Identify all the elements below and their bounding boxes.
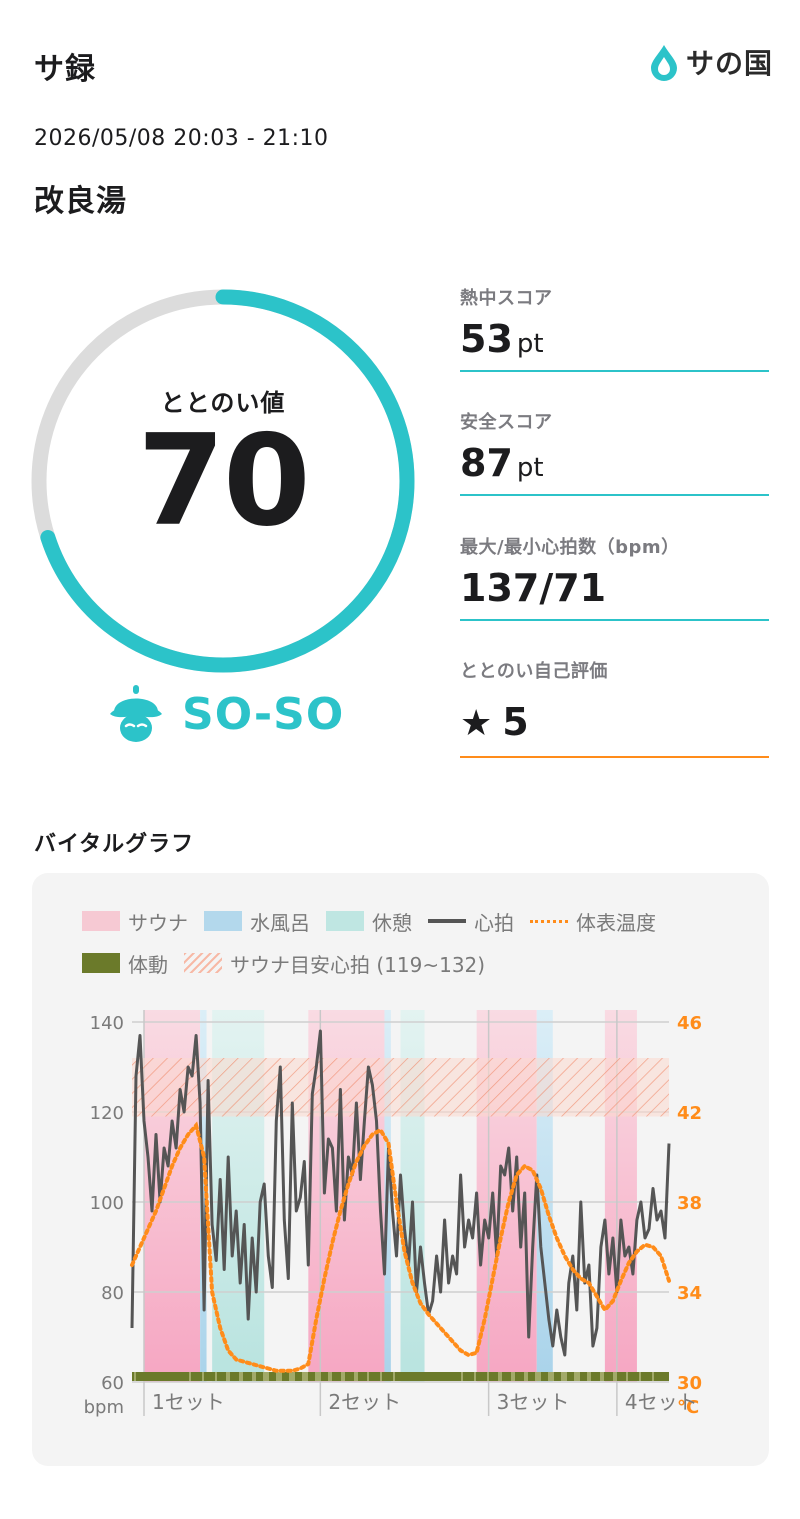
- water-drop-icon: [651, 45, 677, 81]
- set-label: 2セット: [328, 1390, 401, 1414]
- heat-score-metric: 熱中スコア 53 pt: [460, 284, 769, 372]
- motion-bar: [132, 1372, 669, 1381]
- metric-number: 53: [460, 317, 513, 361]
- legend-label: 体動: [128, 952, 168, 977]
- series-lines: [130, 1029, 671, 1373]
- metric-value: ★ 5: [460, 703, 769, 742]
- y-tick-left: 60: [101, 1373, 124, 1394]
- legend-swatch-temp: [530, 919, 568, 923]
- metric-label: 最大/最小心拍数（bpm）: [460, 537, 680, 558]
- visit-datetime: 2026/05/08 20:03 - 21:10: [34, 126, 329, 151]
- brand-name: サの国: [686, 47, 774, 80]
- totonoi-label: ととのい値: [160, 389, 286, 417]
- vital-graph-title: バイタルグラフ: [34, 832, 195, 857]
- legend-sauna: サウナ: [82, 907, 188, 936]
- y-tick-right: 42: [677, 1103, 702, 1124]
- y-tick-right: 46: [677, 1013, 702, 1034]
- status-label: SO-SO: [182, 688, 345, 740]
- metric-label: 熱中スコア: [460, 288, 553, 309]
- axis-labels: 140 120 100 80 60 46 42 38 34 30 bpm °C 1セット 2セット 3セット…: [84, 1013, 702, 1418]
- y-tick-right: 30: [677, 1373, 702, 1394]
- legend-swatch-sauna: [82, 911, 120, 931]
- chart-legend: サウナ 水風呂 休憩 心拍 体表温度 体動 サウナ目安心拍 (119~132): [82, 906, 742, 990]
- legend-label: 体表温度: [576, 910, 656, 935]
- brand-logo: サの国: [648, 42, 773, 82]
- legend-swatch-water: [204, 911, 242, 931]
- metric-value: 53 pt: [460, 320, 769, 358]
- y-tick-right: 38: [677, 1193, 702, 1214]
- y-tick-right: 34: [677, 1283, 702, 1304]
- facility-name[interactable]: 改良湯: [34, 184, 127, 219]
- y-tick-left: 80: [101, 1283, 124, 1304]
- metric-number: 87: [460, 441, 513, 485]
- page-title: サ録: [34, 52, 96, 87]
- legend-motion: 体動: [82, 949, 168, 978]
- totonoi-gauge: [31, 289, 415, 673]
- totonoi-value: 70: [137, 407, 310, 554]
- legend-rest: 休憩: [326, 907, 412, 936]
- legend-swatch-heart: [428, 919, 466, 923]
- y-unit-left: bpm: [84, 1397, 124, 1418]
- target-band: [132, 1058, 669, 1117]
- legend-swatch-target: [184, 953, 222, 973]
- heart-rate-metric: 最大/最小心拍数（bpm） 137/71: [460, 533, 769, 621]
- star-icon: ★: [460, 703, 493, 744]
- gauge-progress-arc: [31, 289, 415, 673]
- legend-label: 水風呂: [250, 910, 310, 935]
- y-tick-left: 100: [90, 1193, 124, 1214]
- status-badge: SO-SO: [108, 684, 344, 744]
- legend-temp: 体表温度: [530, 907, 656, 936]
- metric-label: ととのい自己評価: [460, 661, 608, 682]
- legend-label: サウナ目安心拍 (119~132): [230, 952, 486, 977]
- metric-value: 87 pt: [460, 444, 769, 482]
- set-label: 4セット: [625, 1390, 698, 1414]
- legend-heart: 心拍: [428, 907, 514, 936]
- legend-label: サウナ: [128, 910, 188, 935]
- vital-chart: 140 120 100 80 60 46 42 38 34 30 bpm °C 1セット 2セット 3セット…: [84, 1010, 702, 1418]
- sauna-hat-face-icon: [110, 685, 162, 742]
- metric-number: 5: [502, 700, 529, 744]
- set-label: 1セット: [152, 1390, 225, 1414]
- legend-label: 心拍: [474, 910, 514, 935]
- motion-bar: [132, 1372, 669, 1381]
- metric-value: 137/71: [460, 569, 769, 607]
- legend-target: サウナ目安心拍 (119~132): [184, 949, 485, 978]
- target-band-hatch: [132, 1058, 669, 1117]
- legend-swatch-motion: [82, 953, 120, 973]
- legend-label: 休憩: [372, 910, 412, 935]
- metric-unit: pt: [516, 329, 544, 359]
- legend-water: 水風呂: [204, 907, 310, 936]
- safety-score-metric: 安全スコア 87 pt: [460, 408, 769, 496]
- skin-temp-line: [130, 1121, 671, 1373]
- y-tick-left: 140: [90, 1013, 124, 1034]
- self-rating-metric: ととのい自己評価 ★ 5: [460, 657, 769, 758]
- metric-number: 137/71: [460, 566, 607, 610]
- set-label: 3セット: [497, 1390, 570, 1414]
- y-tick-left: 120: [90, 1103, 124, 1124]
- heart-rate-line: [130, 1029, 671, 1357]
- y-unit-right: °C: [677, 1397, 699, 1418]
- metric-unit: pt: [516, 453, 544, 483]
- metric-label: 安全スコア: [460, 412, 553, 433]
- legend-swatch-rest: [326, 911, 364, 931]
